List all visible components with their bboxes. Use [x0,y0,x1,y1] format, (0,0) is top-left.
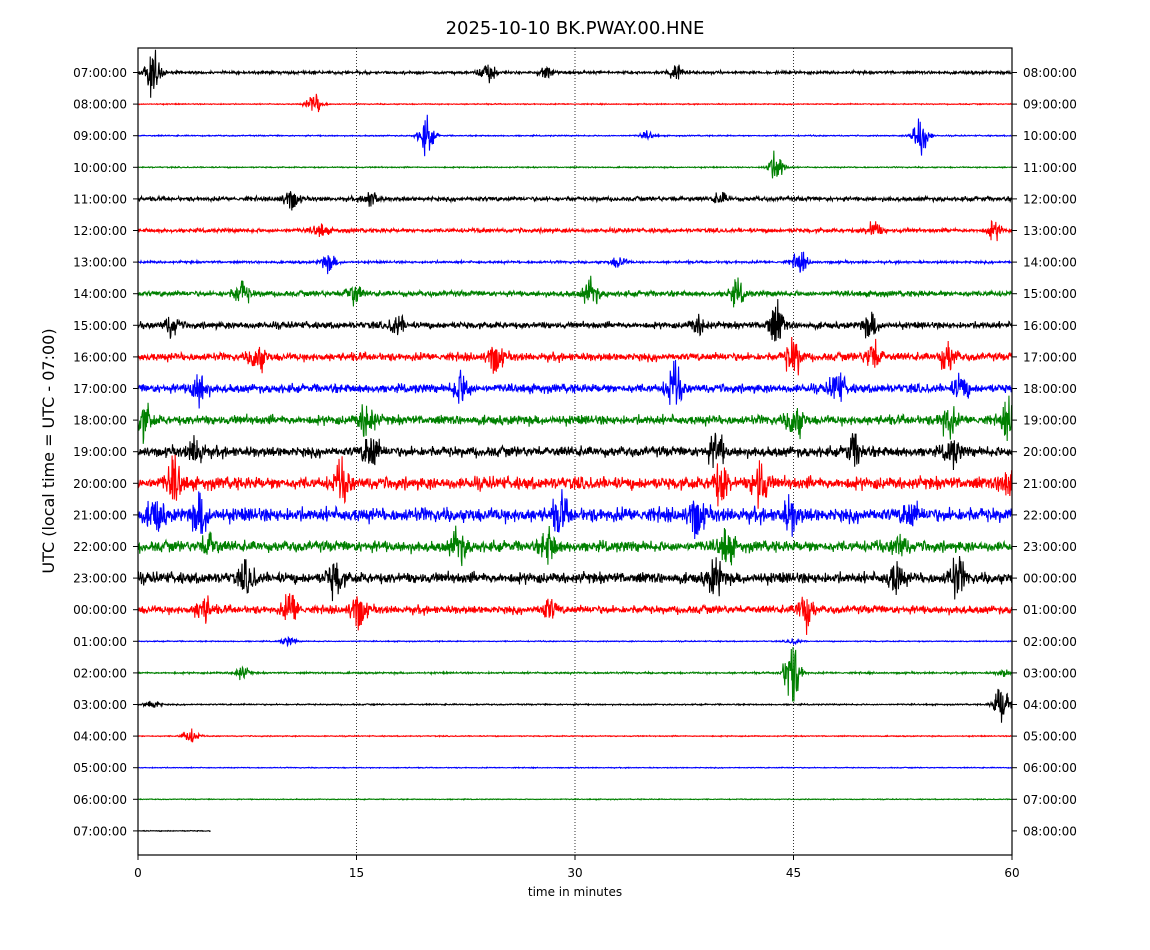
right-tick-label-2: 10:00:00 [1023,129,1077,143]
right-tick-label-9: 17:00:00 [1023,350,1077,364]
right-tick-label-3: 11:00:00 [1023,161,1077,175]
y-axis-label: UTC (local time = UTC - 07:00) [39,328,58,573]
left-tick-label-24: 07:00:00 [73,824,127,838]
axes: 0 15 30 45 60 07:00:00 08:00:00 09:00:00 10:00:0… [73,66,1077,880]
trace-12 [137,432,1013,470]
x-tick-label-0: 0 [134,866,142,880]
trace-7 [137,275,1013,308]
right-tick-label-6: 14:00:00 [1023,256,1077,270]
trace-3 [137,150,1013,179]
right-tick-label-5: 13:00:00 [1023,224,1077,238]
right-tick-label-18: 02:00:00 [1023,635,1077,649]
right-tick-label-8: 16:00:00 [1023,319,1077,333]
left-tick-label-10: 17:00:00 [73,382,127,396]
chart-title: 2025-10-10 BK.PWAY.00.HNE [446,18,705,39]
trace-4 [137,191,1013,211]
x-tick-label-2: 30 [567,866,582,880]
left-tick-label-15: 22:00:00 [73,540,127,554]
right-tick-label-15: 23:00:00 [1023,540,1077,554]
trace-17 [137,593,1013,635]
seismic-traces [137,49,1013,833]
right-tick-label-23: 07:00:00 [1023,793,1077,807]
left-tick-label-11: 18:00:00 [73,414,127,428]
left-tick-label-7: 14:00:00 [73,287,127,301]
right-tick-label-1: 09:00:00 [1023,98,1077,112]
left-tick-label-3: 10:00:00 [73,161,127,175]
left-tick-label-12: 19:00:00 [73,445,127,459]
right-tick-label-19: 03:00:00 [1023,666,1077,680]
grid-lines [356,48,794,855]
left-tick-label-4: 11:00:00 [73,192,127,206]
left-tick-label-5: 12:00:00 [73,224,127,238]
right-tick-label-14: 22:00:00 [1023,508,1077,522]
left-tick-label-14: 21:00:00 [73,508,127,522]
trace-1 [137,93,1013,113]
x-tick-label-3: 45 [786,866,801,880]
right-tick-label-24: 08:00:00 [1023,824,1077,838]
trace-6 [137,251,1013,275]
trace-11 [137,395,1013,444]
right-tick-label-0: 08:00:00 [1023,66,1077,80]
trace-19 [137,647,1013,702]
trace-23 [137,797,1013,801]
x-axis-label: time in minutes [528,885,622,899]
right-tick-label-4: 12:00:00 [1023,192,1077,206]
x-tick-label-4: 60 [1004,866,1019,880]
trace-14 [137,489,1013,539]
trace-5 [137,219,1013,242]
left-tick-label-16: 23:00:00 [73,572,127,586]
trace-16 [137,556,1013,602]
right-tick-label-11: 19:00:00 [1023,414,1077,428]
right-tick-label-13: 21:00:00 [1023,477,1077,491]
left-tick-label-1: 08:00:00 [73,98,127,112]
trace-20 [137,688,1013,723]
x-tick-label-1: 15 [349,866,364,880]
right-tick-label-22: 06:00:00 [1023,761,1077,775]
left-tick-label-13: 20:00:00 [73,477,127,491]
left-tick-label-21: 04:00:00 [73,730,127,744]
left-tick-label-23: 06:00:00 [73,793,127,807]
trace-22 [137,766,1013,770]
left-tick-label-6: 13:00:00 [73,256,127,270]
trace-2 [137,114,1013,157]
right-tick-label-10: 18:00:00 [1023,382,1077,396]
left-tick-label-0: 07:00:00 [73,66,127,80]
left-tick-label-18: 01:00:00 [73,635,127,649]
right-tick-label-17: 01:00:00 [1023,603,1077,617]
left-tick-label-19: 02:00:00 [73,666,127,680]
left-tick-label-9: 16:00:00 [73,350,127,364]
right-tick-label-21: 05:00:00 [1023,730,1077,744]
left-tick-label-2: 09:00:00 [73,129,127,143]
right-tick-label-16: 00:00:00 [1023,572,1077,586]
trace-18 [137,635,1013,648]
trace-9 [137,336,1013,376]
trace-15 [137,525,1013,567]
trace-8 [137,299,1013,342]
right-tick-label-12: 20:00:00 [1023,445,1077,459]
right-tick-label-7: 15:00:00 [1023,287,1077,301]
trace-10 [137,359,1013,409]
trace-13 [137,454,1013,509]
left-tick-label-17: 00:00:00 [73,603,127,617]
trace-0 [137,49,1013,98]
left-tick-label-8: 15:00:00 [73,319,127,333]
left-tick-label-22: 05:00:00 [73,761,127,775]
left-tick-label-20: 03:00:00 [73,698,127,712]
trace-21 [137,728,1013,743]
trace-24 [137,829,211,833]
right-tick-label-20: 04:00:00 [1023,698,1077,712]
